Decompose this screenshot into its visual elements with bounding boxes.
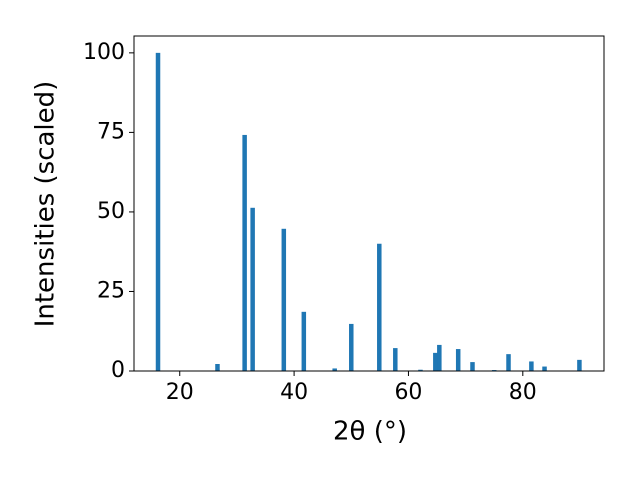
bar [332, 368, 337, 371]
y-axis-label: Intensities (scaled) [31, 81, 61, 328]
y-tick-label: 0 [111, 358, 125, 383]
x-tick-label: 60 [394, 380, 422, 405]
y-tick-label: 100 [83, 40, 125, 65]
bar [250, 207, 255, 371]
bar [437, 344, 442, 371]
bar [393, 348, 398, 371]
x-tick-label: 40 [280, 380, 308, 405]
bar [506, 354, 511, 371]
bar [577, 359, 582, 371]
bar [281, 228, 287, 371]
bar [349, 323, 354, 371]
x-axis-label: 2θ (°) [333, 417, 407, 447]
bar [542, 366, 547, 371]
y-tick-label: 50 [97, 199, 125, 224]
bar [242, 134, 247, 371]
bar [155, 52, 161, 371]
bar [418, 369, 423, 371]
bar [433, 352, 438, 371]
bar [470, 362, 475, 371]
bar [529, 361, 534, 371]
bar [455, 349, 461, 371]
x-tick-label: 80 [509, 380, 537, 405]
bar [301, 311, 307, 371]
bar [215, 364, 220, 371]
y-tick-label: 25 [97, 278, 125, 303]
bar [377, 243, 382, 371]
plot-frame [133, 35, 605, 372]
x-tick-label: 20 [166, 380, 194, 405]
y-tick-label: 75 [97, 119, 125, 144]
